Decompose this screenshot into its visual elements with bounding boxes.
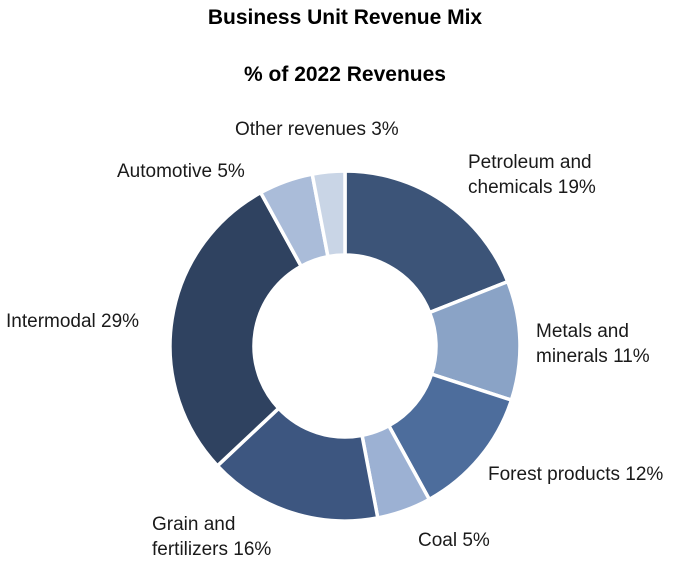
slice-label-line: Coal 5% — [418, 530, 490, 551]
slice-label-1: Metals and minerals 11% — [536, 321, 650, 367]
slice-7 — [310, 169, 347, 259]
slice-label-line: chemicals 19% — [468, 177, 596, 198]
slice-label-line: Forest products 12% — [488, 464, 663, 485]
slice-label-line: Petroleum and — [468, 152, 592, 173]
slice-label-line: Metals and — [536, 321, 629, 342]
slice-label-6: Automotive 5% — [117, 161, 245, 182]
chart-subtitle: % of 2022 Revenues — [244, 63, 446, 86]
slice-label-line: Intermodal 29% — [6, 311, 139, 332]
slices-group — [168, 169, 522, 523]
slice-label-line: Other revenues 3% — [235, 119, 399, 140]
slice-label-4: Grain and fertilizers 16% — [152, 514, 271, 560]
slice-label-3: Coal 5% — [418, 530, 490, 551]
slice-label-line: Automotive 5% — [117, 161, 245, 182]
slice-label-2: Forest products 12% — [488, 464, 663, 485]
slice-5 — [168, 190, 303, 468]
chart-title: Business Unit Revenue Mix — [208, 6, 483, 29]
labels-group: Petroleum and chemicals 19% Metals and mine… — [6, 119, 663, 560]
slice-0 — [343, 169, 510, 315]
slice-label-line: fertilizers 16% — [152, 539, 271, 560]
slice-label-0: Petroleum and chemicals 19% — [468, 152, 596, 198]
slice-label-line: Grain and — [152, 514, 235, 535]
slice-label-line: minerals 11% — [536, 346, 650, 367]
slice-label-5: Intermodal 29% — [6, 311, 139, 332]
slice-label-7: Other revenues 3% — [235, 119, 399, 140]
